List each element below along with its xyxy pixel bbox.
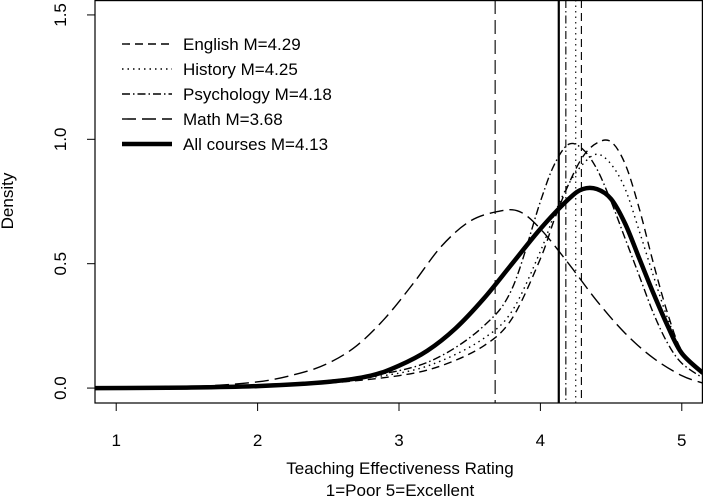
y-axis: 0.0 0.5 1.0 1.5 [51, 3, 96, 400]
series-curves [95, 139, 703, 391]
series-line-2 [95, 142, 703, 389]
mean-lines [494, 0, 582, 403]
y-tick-label: 0.0 [51, 376, 70, 400]
legend-label-4: All courses M=4.13 [183, 135, 328, 154]
series-line-3 [95, 209, 703, 389]
x-tick-label: 3 [394, 431, 403, 450]
x-axis-label: Teaching Effectiveness Rating [286, 459, 513, 478]
x-axis: 1 2 3 4 5 [111, 402, 687, 450]
legend: English M=4.29 History M=4.25 Psychology M… [122, 35, 332, 154]
legend-label-3: Math M=3.68 [183, 110, 283, 129]
y-tick-label: 0.5 [51, 252, 70, 276]
legend-label-0: English M=4.29 [183, 35, 301, 54]
x-tick-label: 2 [253, 431, 262, 450]
y-tick-label: 1.5 [51, 3, 70, 27]
legend-label-2: Psychology M=4.18 [183, 85, 332, 104]
x-tick-label: 5 [677, 431, 686, 450]
y-tick-label: 1.0 [51, 127, 70, 151]
x-axis-sublabel: 1=Poor 5=Excellent [326, 481, 475, 500]
x-tick-label: 4 [536, 431, 545, 450]
y-axis-label: Density [0, 172, 17, 229]
series-line-4 [95, 185, 703, 391]
legend-label-1: History M=4.25 [183, 60, 298, 79]
x-tick-label: 1 [111, 431, 120, 450]
